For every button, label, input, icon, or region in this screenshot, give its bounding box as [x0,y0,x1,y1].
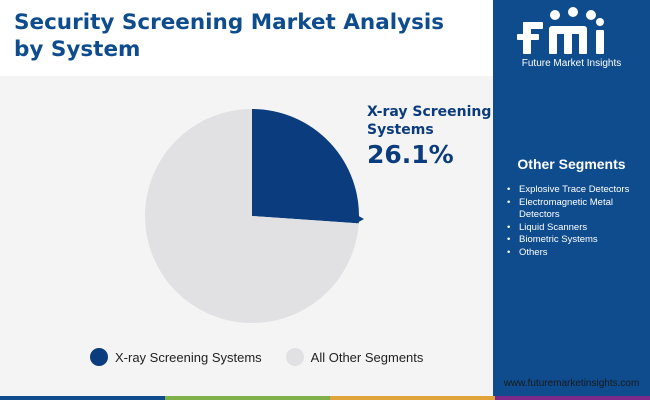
legend-label-other: All Other Segments [310,349,424,365]
legend-swatch-other [285,348,304,366]
list-item: Explosive Trace Detectors [507,184,642,197]
pie-slice-other [145,109,359,323]
legend-item-xray: X-ray Screening Systems [90,348,262,366]
bottom-color-bar [0,396,650,400]
logo-text: Future Market Insights [521,58,622,69]
website-link[interactable]: www.futuremarketinsights.com [503,378,640,389]
fmi-logo: Future Market Insights [493,0,650,76]
legend-swatch-xray [90,348,108,366]
callout-arrow-head [356,214,364,224]
callout-label: X-ray Screening Systems [367,104,492,138]
other-segments-title: Other Segments [517,156,626,172]
pie-chart [145,109,364,323]
legend: X-ray Screening Systems All Other Segmen… [90,347,447,367]
legend-label-xray: X-ray Screening Systems [115,349,262,365]
fmi-logo-icon [517,7,604,54]
other-segments-list: Explosive Trace Detectors Electromagneti… [507,184,642,259]
sidebar: Future Market Insights Other Segments Ex… [493,0,650,396]
legend-item-other: All Other Segments [285,348,424,366]
bottom-bar-segment [165,396,330,400]
callout: X-ray Screening Systems 26.1% [367,103,507,170]
list-item: Biometric Systems [507,234,642,247]
page-title: Security Screening Market Analysis by Sy… [14,10,445,62]
list-item: Others [507,247,642,260]
bottom-bar-segment [330,396,495,400]
callout-value: 26.1% [367,140,454,169]
list-item: Electromagnetic Metal Detectors [507,197,642,222]
list-item: Liquid Scanners [507,222,642,235]
bottom-bar-segment [495,396,650,400]
bottom-bar-segment [0,396,165,400]
pie-slice-xray [252,109,359,224]
